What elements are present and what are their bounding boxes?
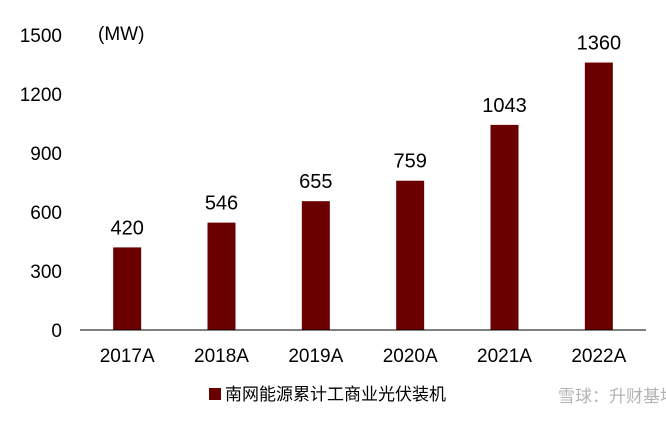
x-tick-label: 2019A (288, 346, 343, 367)
x-axis-tick-labels: 2017A 2018A 2019A 2020A 2021A 2022A (100, 346, 627, 367)
y-tick-label: 300 (30, 262, 62, 283)
bar-series (113, 62, 613, 331)
data-label: 759 (393, 151, 426, 173)
y-tick-label: 600 (30, 203, 62, 224)
legend-label: 南网能源累计工商业光伏装机 (225, 385, 446, 405)
y-tick-label: 1200 (20, 85, 62, 106)
x-tick-label: 2022A (571, 346, 626, 367)
legend: 南网能源累计工商业光伏装机 (209, 385, 446, 405)
bar (113, 247, 142, 330)
y-tick-label: 1500 (20, 26, 62, 47)
x-tick-label: 2020A (383, 346, 438, 367)
bar (396, 180, 425, 330)
legend-swatch (209, 388, 221, 400)
y-tick-label: 900 (30, 144, 62, 165)
y-axis-ticks: 0 300 600 900 1200 1500 (20, 26, 62, 342)
bar (584, 62, 613, 331)
y-axis-unit-label: (MW) (98, 24, 144, 45)
x-tick-label: 2017A (100, 346, 155, 367)
data-label: 546 (205, 193, 238, 215)
watermark-text: 雪球：升财基地 (558, 387, 666, 407)
bar (490, 124, 519, 330)
data-labels: 420 546 655 759 1043 1360 (110, 33, 621, 240)
y-tick-label: 0 (51, 321, 62, 342)
data-label: 1043 (482, 95, 527, 117)
bar (207, 222, 236, 330)
bar (301, 201, 330, 330)
data-label: 420 (110, 217, 143, 239)
x-tick-label: 2018A (194, 346, 249, 367)
data-label: 1360 (577, 33, 622, 55)
data-label: 655 (299, 171, 332, 193)
x-tick-label: 2021A (477, 346, 532, 367)
